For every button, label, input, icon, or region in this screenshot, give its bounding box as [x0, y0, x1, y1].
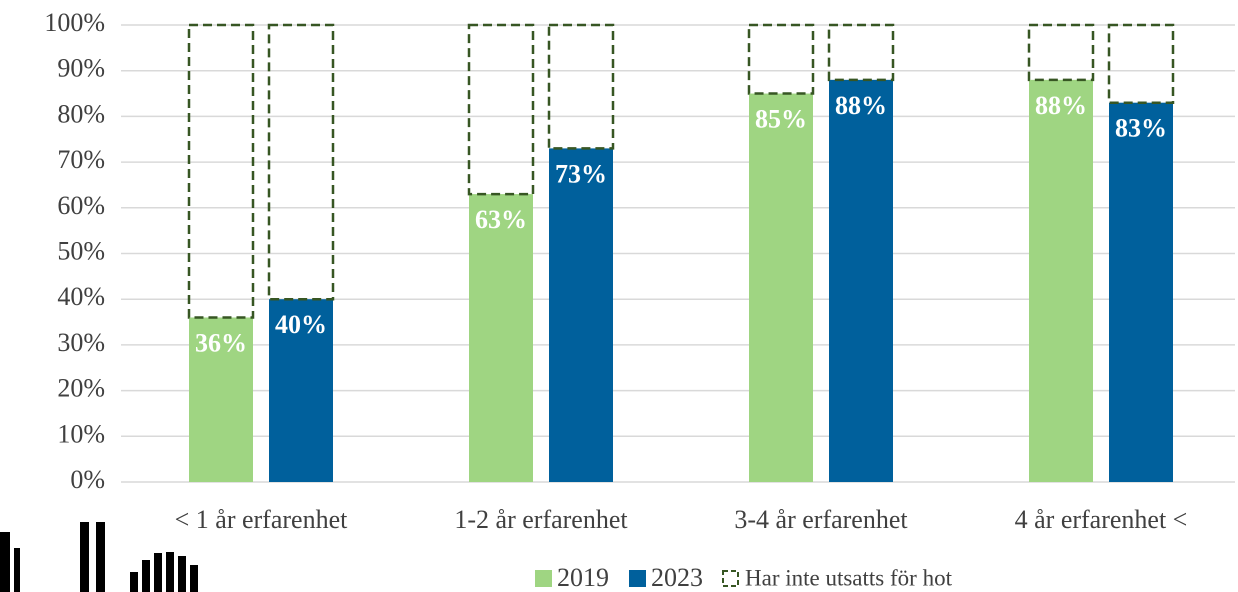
data-label: 83%: [1115, 114, 1167, 143]
y-tick-label: 30%: [57, 328, 105, 357]
data-label: 63%: [475, 205, 527, 234]
data-label: 85%: [755, 105, 807, 134]
remainder-box: [1027, 23, 1095, 82]
logo: [0, 522, 198, 592]
data-label: 73%: [555, 159, 607, 188]
remainder-box: [467, 23, 535, 196]
y-tick-label: 0%: [70, 465, 105, 494]
bar: [1109, 102, 1173, 482]
x-tick-label: 1-2 år erfarenhet: [454, 505, 628, 534]
legend-label: Har inte utsatts för hot: [745, 565, 953, 590]
bar: [189, 317, 253, 482]
legend-swatch: [722, 570, 739, 587]
remainder-box: [827, 23, 895, 82]
y-tick-label: 50%: [57, 236, 105, 265]
data-label: 88%: [1035, 91, 1087, 120]
bar: [469, 194, 533, 482]
y-tick-label: 100%: [44, 8, 105, 37]
y-tick-label: 70%: [57, 145, 105, 174]
x-tick-label: 4 år erfarenhet <: [1015, 505, 1188, 534]
y-tick-label: 80%: [57, 99, 105, 128]
bar: [1029, 79, 1093, 482]
data-label: 88%: [835, 91, 887, 120]
x-tick-label: 3-4 år erfarenhet: [734, 505, 908, 534]
y-tick-label: 10%: [57, 419, 105, 448]
y-tick-label: 90%: [57, 54, 105, 83]
remainder-box: [187, 23, 255, 319]
remainder-box: [267, 23, 335, 301]
x-tick-label: < 1 år erfarenhet: [175, 505, 348, 534]
legend-swatch: [629, 570, 646, 587]
remainder-box: [547, 23, 615, 150]
y-tick-label: 60%: [57, 191, 105, 220]
data-label: 36%: [195, 328, 247, 357]
y-tick-label: 40%: [57, 282, 105, 311]
legend-swatch: [535, 570, 552, 587]
y-tick-label: 20%: [57, 374, 105, 403]
remainder-box: [747, 23, 815, 95]
legend-label: 2019: [557, 563, 609, 592]
bar: [269, 299, 333, 482]
remainder-box: [1107, 23, 1175, 104]
bar: [749, 93, 813, 483]
bar: [549, 148, 613, 482]
legend-label: 2023: [651, 563, 703, 592]
data-label: 40%: [275, 310, 327, 339]
bar: [829, 79, 893, 482]
